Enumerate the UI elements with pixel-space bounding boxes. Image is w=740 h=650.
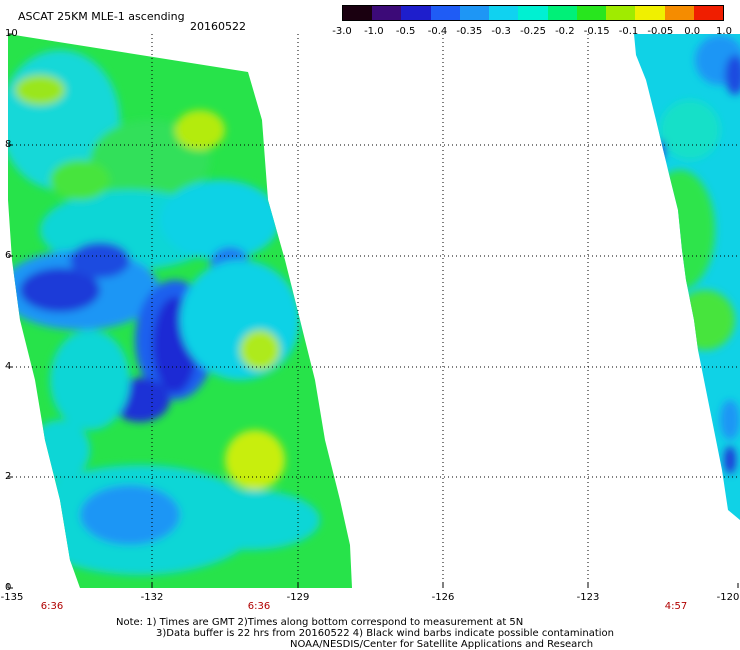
graticule [8,34,738,588]
colorbar-label: 1.0 [716,26,732,37]
pass-time-label: 4:57 [664,601,688,612]
left-swath [8,34,352,588]
colorbar-label: -0.4 [427,26,448,37]
colorbar-segment [489,6,519,20]
x-tick-label: -123 [576,592,600,603]
x-tick-label: -126 [431,592,455,603]
colorbar-label: -0.1 [618,26,639,37]
colorbar-label: -0.2 [555,26,575,37]
pass-time-label: 6:36 [247,601,271,612]
colorbar-label: -1.0 [364,26,384,37]
colorbar-label: -0.3 [491,26,511,37]
colorbar-label: -0.05 [647,26,674,37]
colorbar-segment [401,6,431,20]
y-tick-label: 4 [5,361,12,372]
y-tick-label: 10 [5,28,18,39]
axis-frame [7,33,739,589]
colorbar-segment [693,6,724,20]
colorbar-segment [343,6,373,20]
colorbar-segment [372,6,402,20]
pass-time-label: 6:36 [40,601,64,612]
y-tick-label: 2 [5,471,12,482]
note-line-1: Note: 1) Times are GMT 2)Times along bot… [116,617,524,628]
colorbar-segment [430,6,460,20]
product-date: 20160522 [190,20,246,33]
colorbar-segment [459,6,490,20]
colorbar-label: -3.0 [332,26,352,37]
y-tick-label: 8 [5,139,12,150]
x-tick-label: -129 [286,592,310,603]
colorbar [342,5,724,21]
colorbar-label: -0.35 [456,26,483,37]
colorbar-segment [576,6,607,20]
x-tick-label: -120 [716,592,740,603]
colorbar-segment [664,6,694,20]
product-title: ASCAT 25KM MLE-1 ascending [18,10,185,23]
note-line-2: 3)Data buffer is 22 hrs from 20160522 4)… [156,628,614,639]
colorbar-segment [635,6,665,20]
colorbar-segment [606,6,636,20]
note-line-3: NOAA/NESDIS/Center for Satellite Applica… [290,639,594,650]
right-swath [634,34,740,520]
colorbar-segment [518,6,548,20]
colorbar-labels: -3.0 -1.0 -0.5 -0.4 -0.35 -0.3 -0.25 -0.2 -0.15-… [0,26,740,38]
y-tick-label: 6 [5,250,12,261]
x-tick-label: -132 [140,592,164,603]
colorbar-segment [547,6,577,20]
colorbar-label: -0.15 [583,26,610,37]
colorbar-label: -0.5 [395,26,416,37]
colorbar-label: 0.0 [684,26,701,37]
colorbar-label: -0.25 [520,26,546,37]
y-tick-label: 0 [5,582,12,593]
x-tick-label: -135 [0,592,24,603]
